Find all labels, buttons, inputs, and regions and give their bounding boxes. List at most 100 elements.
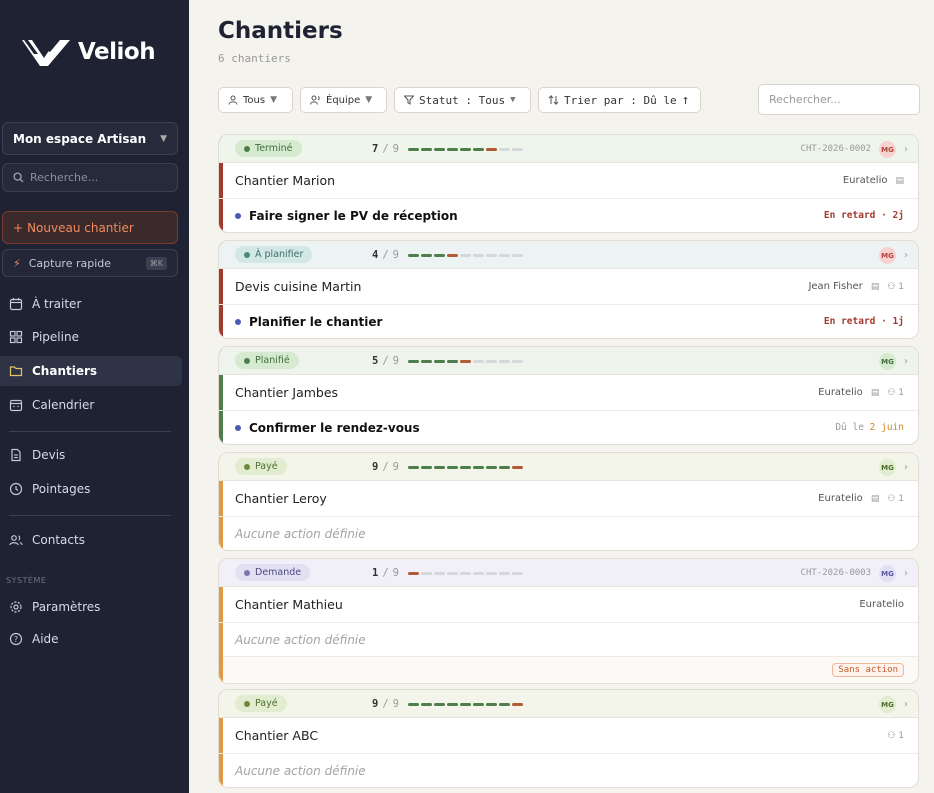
step-separator: / <box>382 355 389 367</box>
filter-team-dropdown[interactable]: Équipe ▼ <box>300 87 387 113</box>
quick-capture-label: Capture rapide <box>28 256 112 270</box>
note-icon: ▤ <box>870 387 880 398</box>
card-meta: ⚇ 1 <box>887 731 904 741</box>
sidebar-item-a-traiter[interactable]: À traiter <box>0 289 182 319</box>
card-title-row[interactable]: Chantier Marion Euratelio ▤ <box>219 163 918 199</box>
chantier-card[interactable]: Planifié 5 / 9 MG › Chantier Jambes Eura… <box>218 346 919 445</box>
card-title-row[interactable]: Chantier Jambes Euratelio ▤ ⚇ 1 <box>219 375 918 411</box>
help-icon: ? <box>9 632 23 646</box>
sidebar-item-contacts[interactable]: Contacts <box>0 525 182 555</box>
card-title-row[interactable]: Chantier ABC ⚇ 1 <box>219 718 918 754</box>
avatar[interactable]: MG <box>879 141 896 158</box>
card-header: Terminé 7 / 9 CHT-2026-0002 MG › <box>219 135 918 163</box>
chevron-right-icon[interactable]: › <box>904 698 908 710</box>
next-action-row[interactable]: Confirmer le rendez-vous Dû le 2 juin <box>219 411 918 444</box>
card-title-row[interactable]: Chantier Leroy Euratelio ▤ ⚇ 1 <box>219 481 918 517</box>
status-badge: Terminé <box>235 140 302 157</box>
no-action-text: Aucune action définie <box>235 763 366 778</box>
chantier-card[interactable]: Demande 1 / 9 CHT-2026-0003 MG › Chantie… <box>218 558 919 684</box>
sidebar-divider <box>9 515 171 516</box>
chantier-card[interactable]: Payé 9 / 9 MG › Chantier ABC ⚇ 1 Aucune … <box>218 689 919 788</box>
no-action-text: Aucune action définie <box>235 526 366 541</box>
sidebar-search-placeholder: Recherche... <box>30 171 99 184</box>
status-label: Planifié <box>255 355 290 366</box>
search-icon <box>13 172 24 183</box>
status-dot-icon <box>244 463 250 470</box>
card-title-row[interactable]: Chantier Mathieu Euratelio <box>219 587 918 623</box>
card-header: Payé 9 / 9 MG › <box>219 453 918 481</box>
status-badge: À planifier <box>235 246 313 263</box>
card-meta: Euratelio ▤ ⚇ 1 <box>818 387 904 398</box>
workspace-name: Mon espace Artisan <box>13 131 147 146</box>
avatar[interactable]: MG <box>879 565 896 582</box>
chevron-right-icon[interactable]: › <box>904 249 908 261</box>
main-search-input[interactable]: Rechercher... <box>758 84 920 115</box>
sort-dropdown[interactable]: Trier par : Dû le ↑ <box>538 87 701 113</box>
chevron-right-icon[interactable]: › <box>904 143 908 155</box>
chevron-down-icon: ▼ <box>160 133 167 144</box>
progress-segment <box>498 702 510 706</box>
progress-segment <box>446 253 458 257</box>
app-logo[interactable]: Velioh <box>20 36 156 68</box>
sidebar-item-aide[interactable]: ? Aide <box>0 624 182 654</box>
avatar[interactable]: MG <box>879 696 896 713</box>
next-action-row[interactable]: Aucune action définie <box>219 754 918 787</box>
progress-segment <box>407 147 419 151</box>
quick-capture-button[interactable]: ⚡ Capture rapide ⌘K <box>2 249 178 277</box>
sidebar-search-input[interactable]: Recherche... <box>2 163 178 192</box>
total-steps: 9 <box>392 143 399 155</box>
chantier-card[interactable]: Terminé 7 / 9 CHT-2026-0002 MG › Chantie… <box>218 134 919 233</box>
progress-segment <box>433 359 445 363</box>
avatar[interactable]: MG <box>879 353 896 370</box>
progress-segment <box>472 359 484 363</box>
members-icon: ⚇ 1 <box>887 493 904 504</box>
chantier-card[interactable]: À planifier 4 / 9 MG › Devis cuisine Mar… <box>218 240 919 339</box>
sidebar-item-pointages[interactable]: Pointages <box>0 474 182 504</box>
note-icon: ▤ <box>895 175 904 186</box>
progress-bar <box>407 359 523 363</box>
chevron-right-icon[interactable]: › <box>904 461 908 473</box>
next-action-row[interactable]: Aucune action définie <box>219 517 918 550</box>
card-title-row[interactable]: Devis cuisine Martin Jean Fisher ▤ ⚇ 1 <box>219 269 918 305</box>
next-action-row[interactable]: Planifier le chantier En retard · 1j <box>219 305 918 338</box>
progress-segment <box>459 465 471 469</box>
progress-segment <box>459 253 471 257</box>
action-bullet-icon <box>235 318 241 325</box>
next-action-row[interactable]: Aucune action définie <box>219 623 918 656</box>
logo-text: Velioh <box>78 39 156 65</box>
sidebar-item-calendrier[interactable]: Calendrier <box>0 390 182 420</box>
chevron-right-icon[interactable]: › <box>904 355 908 367</box>
avatar[interactable]: MG <box>879 247 896 264</box>
chantier-title: Chantier ABC <box>235 728 319 743</box>
step-separator: / <box>382 249 389 261</box>
users-icon <box>310 95 320 105</box>
workspace-selector[interactable]: Mon espace Artisan ▼ <box>2 122 178 155</box>
progress-segment <box>407 702 419 706</box>
note-icon: ▤ <box>870 493 880 504</box>
sidebar-item-chantiers[interactable]: Chantiers <box>0 356 182 386</box>
velioh-logo-icon <box>22 40 70 66</box>
progress-segment <box>472 465 484 469</box>
avatar[interactable]: MG <box>879 459 896 476</box>
card-header: Planifié 5 / 9 MG › <box>219 347 918 375</box>
filter-all-dropdown[interactable]: Tous ▼ <box>218 87 293 113</box>
sidebar-item-devis[interactable]: Devis <box>0 440 182 470</box>
new-chantier-button[interactable]: + Nouveau chantier <box>2 211 178 244</box>
client-name: Euratelio <box>859 599 904 610</box>
step-separator: / <box>382 698 389 710</box>
card-accent-bar <box>219 347 223 444</box>
progress-segment <box>433 702 445 706</box>
sidebar-item-label: Chantiers <box>32 364 98 378</box>
filter-status-dropdown[interactable]: Statut : Tous ▼ <box>394 87 531 113</box>
chantier-card[interactable]: Payé 9 / 9 MG › Chantier Leroy Euratelio… <box>218 452 919 551</box>
card-accent-bar <box>219 241 223 338</box>
chevron-right-icon[interactable]: › <box>904 567 908 579</box>
sidebar-item-label: Calendrier <box>32 398 95 412</box>
sidebar-item-parametres[interactable]: Paramètres <box>0 592 182 622</box>
sidebar-item-pipeline[interactable]: Pipeline <box>0 322 182 352</box>
next-action-row[interactable]: Faire signer le PV de réception En retar… <box>219 199 918 232</box>
arrow-up-icon[interactable]: ↑ <box>681 92 690 108</box>
chantier-ref: CHT-2026-0003 <box>800 568 871 578</box>
card-header: Payé 9 / 9 MG › <box>219 690 918 718</box>
sidebar-item-label: Aide <box>32 632 59 646</box>
